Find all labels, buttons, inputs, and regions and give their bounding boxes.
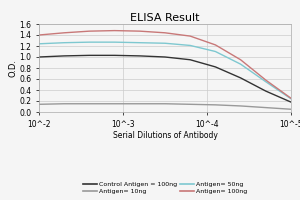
Legend: Control Antigen = 100ng, Antigen= 10ng, Antigen= 50ng, Antigen= 100ng: Control Antigen = 100ng, Antigen= 10ng, … [81, 179, 249, 197]
Title: ELISA Result: ELISA Result [130, 13, 200, 23]
Text: Serial Dilutions of Antibody: Serial Dilutions of Antibody [112, 131, 218, 140]
Y-axis label: O.D.: O.D. [9, 59, 18, 77]
